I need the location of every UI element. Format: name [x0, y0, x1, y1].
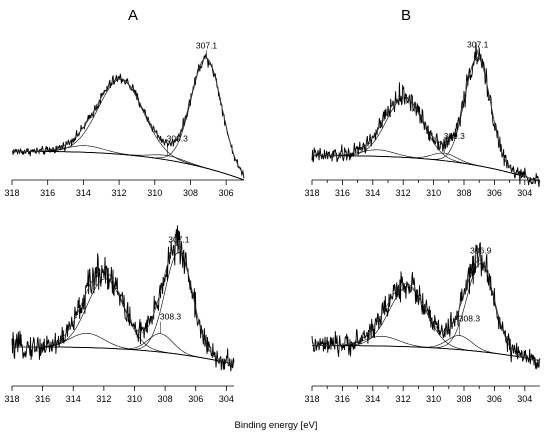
background-line [12, 150, 245, 181]
fit-envelope [312, 259, 541, 361]
x-tick-label: 318 [4, 188, 19, 198]
panel-B-bottom: 318 316 314 312 310 308 306 304 306.9 308.3 [304, 242, 541, 404]
x-tick-label: 316 [335, 188, 350, 198]
panel-A-top: 318 316 314 312 310 308 306 307.1 309.3 [4, 40, 245, 198]
column-label-a: A [128, 7, 138, 24]
x-tick-label: 308 [456, 394, 471, 404]
x-tick-label: 306 [219, 188, 234, 198]
x-tick-label: 308 [183, 188, 198, 198]
fit-envelope [12, 57, 245, 176]
peak-label: 308.3 [160, 312, 182, 322]
panels-group: 318 316 314 312 310 308 306 307.1 309.3 318 316 314… [4, 40, 541, 404]
panel-B-top: 318 316 314 312 310 308 306 304 307.1 309.3 [304, 40, 541, 198]
x-tick-label: 308 [456, 188, 471, 198]
fit-envelope [12, 245, 235, 365]
fit-component-2 [312, 286, 541, 361]
x-tick-label: 310 [426, 188, 441, 198]
peak-label: 306.9 [470, 246, 492, 256]
x-tick-label: 316 [335, 394, 350, 404]
measured-spectrum [11, 53, 245, 179]
measured-spectrum [11, 225, 235, 372]
peak-label: 307.1 [467, 40, 489, 50]
x-tick-label: 310 [147, 188, 162, 198]
x-tick-label: 318 [304, 394, 319, 404]
x-tick-label: 306 [487, 394, 502, 404]
peak-label: 309.3 [444, 131, 466, 141]
peak-label: 307.1 [168, 234, 190, 244]
x-tick-label: 312 [96, 394, 111, 404]
fit-component-2 [312, 97, 541, 182]
x-tick-label: 312 [396, 394, 411, 404]
x-tick-label: 312 [396, 188, 411, 198]
x-tick-label: 306 [188, 394, 203, 404]
x-axis-title: Binding energy [eV] [235, 420, 318, 431]
x-tick-label: 314 [76, 188, 91, 198]
peak-label: 309.3 [167, 134, 189, 144]
x-tick-label: 310 [127, 394, 142, 404]
measured-spectrum [311, 242, 541, 370]
x-tick-label: 308 [158, 394, 173, 404]
x-tick-label: 316 [40, 188, 55, 198]
x-tick-label: 310 [426, 394, 441, 404]
background-line [312, 345, 541, 362]
measured-spectrum [311, 42, 541, 187]
peak-label: 307.1 [196, 40, 218, 50]
x-tick-label: 306 [487, 188, 502, 198]
x-tick-label: 304 [517, 394, 532, 404]
fit-component-1 [12, 57, 245, 175]
column-label-b: B [401, 7, 411, 24]
background-line [12, 346, 235, 365]
x-tick-label: 312 [112, 188, 127, 198]
x-tick-label: 304 [517, 188, 532, 198]
x-tick-label: 318 [304, 188, 319, 198]
fit-component-3 [12, 151, 245, 181]
fit-component-1 [312, 57, 541, 182]
x-tick-label: 314 [365, 394, 380, 404]
fit-component-2 [12, 79, 245, 181]
x-tick-label: 316 [35, 394, 50, 404]
x-tick-label: 304 [219, 394, 234, 404]
fit-envelope [312, 57, 541, 182]
x-tick-label: 314 [365, 188, 380, 198]
x-tick-label: 318 [4, 394, 19, 404]
x-tick-label: 314 [66, 394, 81, 404]
peak-label: 308.3 [459, 314, 481, 324]
panel-A-bottom: 318 316 314 312 310 308 306 304 307.1 308.3 [4, 225, 235, 404]
